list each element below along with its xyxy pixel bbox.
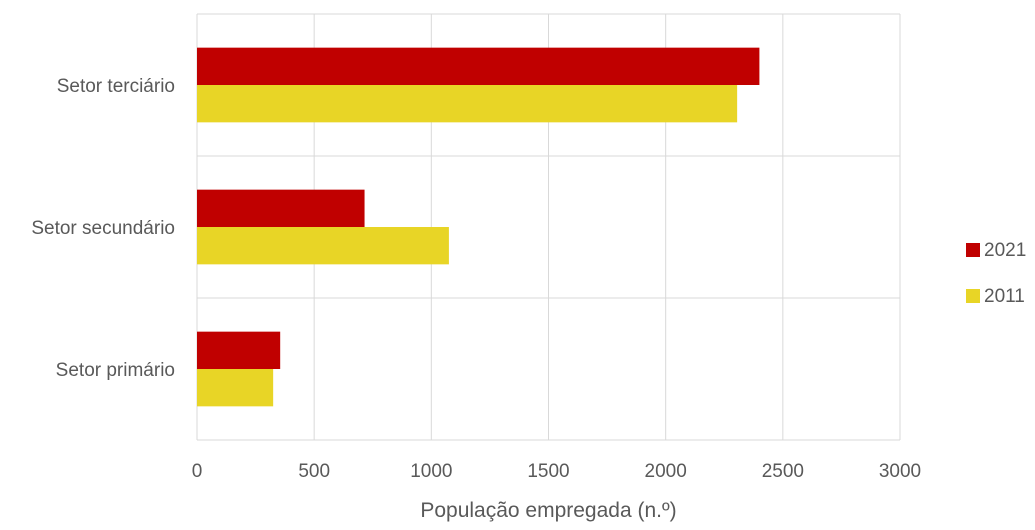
legend: 2021 2011 [966,240,1026,307]
legend-label-2021: 2021 [984,240,1026,261]
bar-2021 [197,47,760,85]
bar-2021 [197,331,281,369]
bar-2011 [197,369,274,407]
x-tick-label: 500 [298,461,330,482]
x-tick-label: 3000 [879,461,921,482]
category-label: Setor terciário [57,76,175,97]
bar-2011 [197,227,449,265]
x-tick-label: 2000 [645,461,687,482]
x-tick-label: 1000 [410,461,452,482]
x-axis-title: População empregada (n.º) [420,499,676,522]
bar-2021 [197,189,365,227]
category-labels: Setor terciário Setor secundário Setor pri… [31,76,175,381]
legend-swatch-2021 [966,243,980,257]
category-label: Setor primário [56,360,175,381]
x-tick-label: 0 [192,461,203,482]
x-tick-label: 1500 [527,461,569,482]
x-tick-labels: 0 500 1000 1500 2000 2500 3000 [192,461,921,482]
bars [197,47,760,407]
category-label: Setor secundário [31,218,175,239]
legend-swatch-2011 [966,289,980,303]
legend-label-2011: 2011 [984,286,1025,307]
x-tick-label: 2500 [762,461,804,482]
bar-2011 [197,85,738,123]
